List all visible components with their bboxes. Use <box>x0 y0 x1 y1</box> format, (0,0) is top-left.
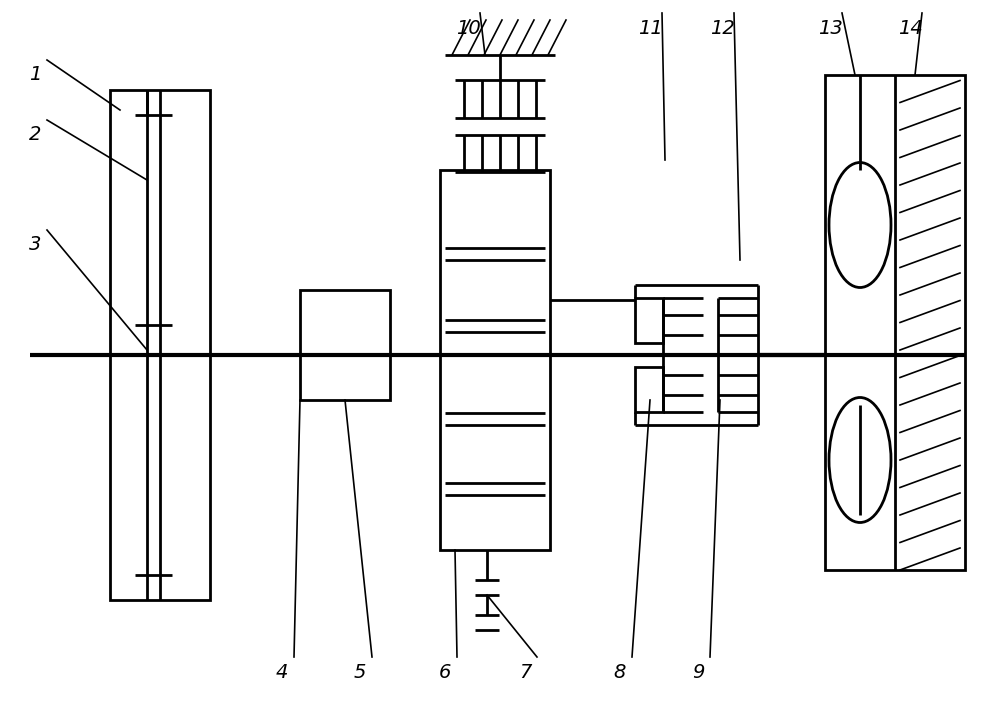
Text: 13: 13 <box>818 18 842 38</box>
Text: 4: 4 <box>276 662 288 682</box>
Text: 6: 6 <box>439 662 451 682</box>
Bar <box>440 170 550 550</box>
Text: 11: 11 <box>638 18 662 38</box>
Text: 10: 10 <box>456 18 480 38</box>
Text: 8: 8 <box>614 662 626 682</box>
Text: 5: 5 <box>354 662 366 682</box>
Text: 1: 1 <box>29 65 41 84</box>
Bar <box>300 290 390 400</box>
Bar <box>635 298 663 343</box>
Text: 7: 7 <box>519 662 531 682</box>
Text: 3: 3 <box>29 236 41 254</box>
Bar <box>110 90 210 600</box>
Bar <box>825 75 965 570</box>
Text: 9: 9 <box>692 662 704 682</box>
Text: 14: 14 <box>898 18 922 38</box>
Text: 2: 2 <box>29 126 41 145</box>
Text: 12: 12 <box>710 18 734 38</box>
Bar <box>635 367 663 412</box>
